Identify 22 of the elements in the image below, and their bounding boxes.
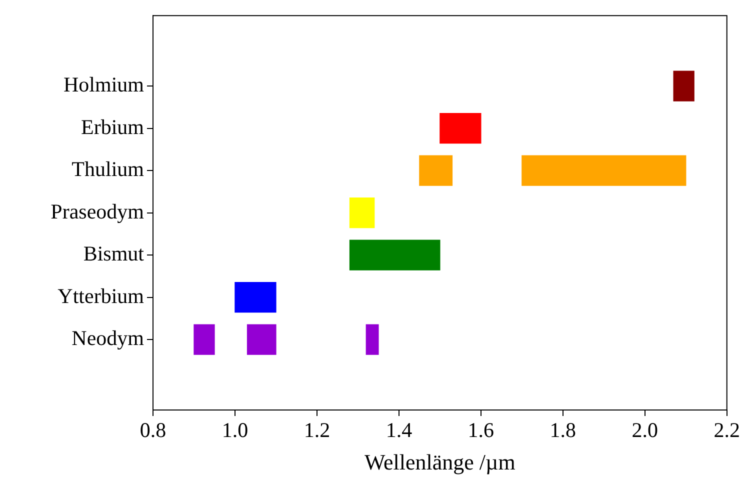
y-tick-label: Ytterbium	[58, 284, 144, 308]
x-tick-label: 1.4	[386, 418, 413, 442]
bar	[349, 240, 440, 270]
x-tick-label: 2.2	[714, 418, 740, 442]
y-tick-label: Bismut	[83, 242, 144, 266]
y-tick-label: Thulium	[72, 157, 144, 182]
x-tick-label: 1.6	[468, 418, 494, 442]
y-tick-label: Holmium	[63, 72, 144, 97]
x-tick-label: 0.8	[140, 418, 166, 442]
y-tick-label: Erbium	[81, 114, 144, 139]
bar	[366, 324, 379, 355]
x-axis-title: Wellenlänge /µm	[364, 450, 516, 475]
bar	[440, 112, 482, 144]
x-tick-label: 1.8	[550, 418, 576, 442]
bar	[349, 197, 375, 228]
x-tick-label: 1.0	[222, 418, 248, 442]
y-tick-label: Praseodym	[50, 199, 144, 224]
bar	[234, 282, 276, 313]
x-tick-label: 1.2	[304, 418, 330, 442]
y-tick-label: Neodym	[72, 326, 144, 350]
x-tick-label: 2.0	[632, 418, 658, 442]
bar	[673, 70, 694, 102]
